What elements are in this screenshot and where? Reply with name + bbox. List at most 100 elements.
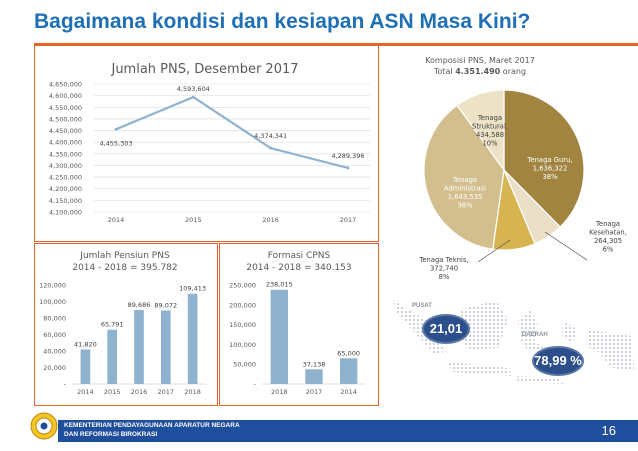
y-tick-label: 50,000 [233, 361, 256, 369]
pie-slice [503, 89, 585, 228]
pie-label-struktural: 434,588 [476, 131, 504, 139]
y-tick-label: 4,150,000 [49, 197, 82, 205]
y-tick-label: 4,100,000 [49, 209, 82, 217]
pie-label-guru: 1,636,322 [533, 165, 568, 173]
y-tick-label: 60,000 [43, 331, 66, 339]
pct-daerah-value: 78,99 % [534, 353, 582, 368]
pie-label-guru: Tenaga Guru, [526, 156, 572, 164]
y-tick-label: 4,550,000 [49, 104, 82, 112]
y-tick-label: 150,000 [229, 321, 256, 329]
pie-label-administrasi: 38% [457, 202, 473, 210]
page-number: 16 [601, 423, 616, 438]
footer-line-2: DAN REFORMASI BIROKRASI [64, 431, 158, 438]
label-daerah: DAERAH [522, 332, 548, 338]
bar-chart-title: Formasi CPNS [268, 251, 331, 261]
pie-subtitle: Total 4.351.490 orang [433, 67, 526, 76]
y-tick-label: 100,000 [229, 341, 256, 349]
page-title: Bagaimana kondisi dan kesiapan ASN Masa … [34, 10, 531, 33]
bar-chart-subtitle: 2014 - 2018 = 395.782 [72, 263, 177, 273]
line-chart-panel [34, 46, 379, 242]
pct-pusat-badge: 21,01 % [424, 316, 468, 362]
bar [134, 310, 144, 384]
y-tick-label: 200,000 [229, 301, 256, 309]
bar [160, 310, 171, 384]
footer-line-1: KEMENTERIAN PENDAYAGUNAAN APARATUR NEGAR… [64, 422, 240, 429]
pie-title: Komposisi PNS, Maret 2017 [425, 56, 535, 65]
bar [340, 358, 358, 384]
x-tick-label: 2014 [77, 388, 94, 396]
y-tick-label: 4,500,000 [49, 115, 82, 123]
x-tick-label: 2014 [340, 388, 357, 396]
x-tick-label: 2015 [104, 388, 121, 396]
y-tick-label: 4,200,000 [49, 185, 82, 193]
pct-daerah-badge: 78,99 % [534, 348, 582, 374]
bar [270, 289, 288, 384]
y-tick-label: - [64, 381, 67, 389]
bar [187, 293, 198, 384]
x-tick-label: 2016 [262, 216, 279, 224]
bar-data-label: 41,820 [74, 340, 97, 348]
pie-label-teknis: 372,740 [430, 265, 458, 273]
label-pusat: PUSAT [412, 303, 432, 309]
bar-data-label: 109,413 [179, 285, 206, 293]
line-data-label: 4,593,604 [177, 85, 210, 93]
pie-label-teknis: 8% [439, 273, 450, 281]
x-tick-label: 2017 [158, 388, 175, 396]
line-data-label: 4,289,396 [331, 152, 364, 160]
line-series [115, 95, 349, 169]
indonesia-map: PUSAT DAERAH 21,01 % 78,99 % [388, 290, 638, 410]
line-data-label: 4,455,303 [99, 139, 132, 147]
pie-label-administrasi: Administrasi [444, 185, 486, 193]
y-tick-label: 250,000 [229, 282, 256, 290]
x-tick-label: 2018 [184, 388, 201, 396]
bar [107, 329, 118, 384]
pie-label-struktural: 10% [482, 140, 498, 148]
x-tick-label: 2017 [306, 388, 323, 396]
x-tick-label: 2018 [271, 388, 288, 396]
footer-text: KEMENTERIAN PENDAYAGUNAAN APARATUR NEGAR… [64, 421, 364, 439]
y-tick-label: 100,000 [39, 298, 66, 306]
bar-data-label: 238,015 [266, 281, 293, 289]
y-tick-label: 120,000 [39, 282, 66, 290]
bar-data-label: 89,686 [128, 301, 151, 309]
pie-label-kesehatan: Kesehatan, [589, 229, 627, 237]
line-point [191, 95, 195, 99]
x-tick-label: 2015 [185, 216, 202, 224]
y-tick-label: 4,350,000 [49, 150, 82, 158]
y-tick-label: 4,450,000 [49, 127, 82, 135]
bar-data-label: 65,791 [101, 321, 124, 329]
y-tick-label: - [254, 381, 257, 389]
line-point [114, 127, 118, 131]
y-tick-label: 40,000 [43, 348, 66, 356]
pie-label-struktural: Struktural, [472, 123, 508, 131]
bar [80, 349, 91, 384]
pie-slice [456, 89, 505, 172]
pie-slice [423, 104, 505, 250]
pension-chart-panel [34, 243, 218, 406]
pie-label-administrasi: 1,643,535 [448, 193, 483, 201]
x-tick-label: 2016 [131, 388, 148, 396]
y-tick-label: 4,300,000 [49, 162, 82, 170]
title-divider [34, 43, 638, 46]
x-tick-label: 2017 [340, 216, 357, 224]
bar [305, 369, 323, 384]
ministry-logo [30, 411, 58, 441]
y-tick-label: 80,000 [43, 315, 66, 323]
line-point [346, 166, 350, 170]
pie-label-administrasi: Tenaga [452, 176, 477, 184]
line-data-label: 4,374,341 [254, 132, 287, 140]
x-tick-label: 2014 [108, 216, 125, 224]
pie-label-kesehatan: 264,305 [594, 237, 622, 245]
line-chart-title: Jumlah PNS, Desember 2017 [110, 62, 298, 77]
bar-data-label: 89,072 [154, 302, 177, 310]
bar-chart-subtitle: 2014 - 2018 = 340.153 [246, 263, 351, 273]
leader-line [544, 231, 588, 261]
pie-label-struktural: Tenaga [477, 114, 502, 122]
line-point [269, 146, 273, 150]
bar-data-label: 65,000 [337, 349, 360, 357]
y-tick-label: 4,400,000 [49, 139, 82, 147]
map-islands-graphic [393, 300, 634, 384]
